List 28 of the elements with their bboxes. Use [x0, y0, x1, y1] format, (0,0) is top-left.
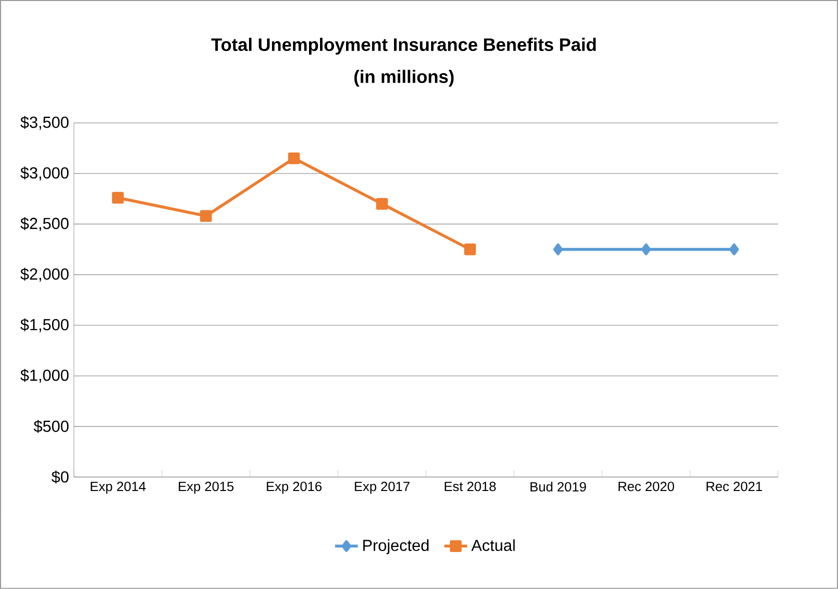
x-tick-label: Rec 2020: [618, 482, 674, 492]
y-tick-label: $3,500: [20, 116, 69, 130]
y-tick-label: $1,500: [20, 318, 69, 332]
y-tick-label: $2,500: [20, 217, 69, 232]
point: [464, 244, 476, 256]
point: [376, 198, 388, 210]
x-tick-label: Est 2018: [444, 482, 496, 492]
y-tick-label: $0: [52, 470, 69, 484]
chart-subtitle: (in millions): [354, 70, 454, 87]
legend-label: Projected: [363, 539, 429, 554]
point: [288, 152, 300, 164]
legend-label: Actual: [471, 539, 515, 552]
x-tick-label: Exp 2017: [354, 482, 410, 494]
y-tick-label: $500: [34, 420, 69, 433]
point: [729, 244, 739, 256]
x-tick-label: Exp 2015: [178, 482, 234, 494]
point: [553, 244, 563, 256]
point: [200, 210, 212, 222]
point: [641, 244, 651, 256]
x-tick-label: Exp 2016: [266, 482, 322, 494]
point: [112, 192, 124, 204]
x-tick-label: Bud 2019: [530, 482, 586, 492]
y-tick-label: $2,000: [20, 268, 69, 282]
x-tick-label: Exp 2014: [90, 482, 146, 494]
y-tick-label: $1,000: [20, 368, 69, 383]
x-tick-label: Rec 2021: [706, 482, 762, 492]
y-tick-label: $3,000: [20, 166, 69, 180]
chart-title: Total Unemployment Insurance Benefits Paid: [211, 38, 596, 55]
